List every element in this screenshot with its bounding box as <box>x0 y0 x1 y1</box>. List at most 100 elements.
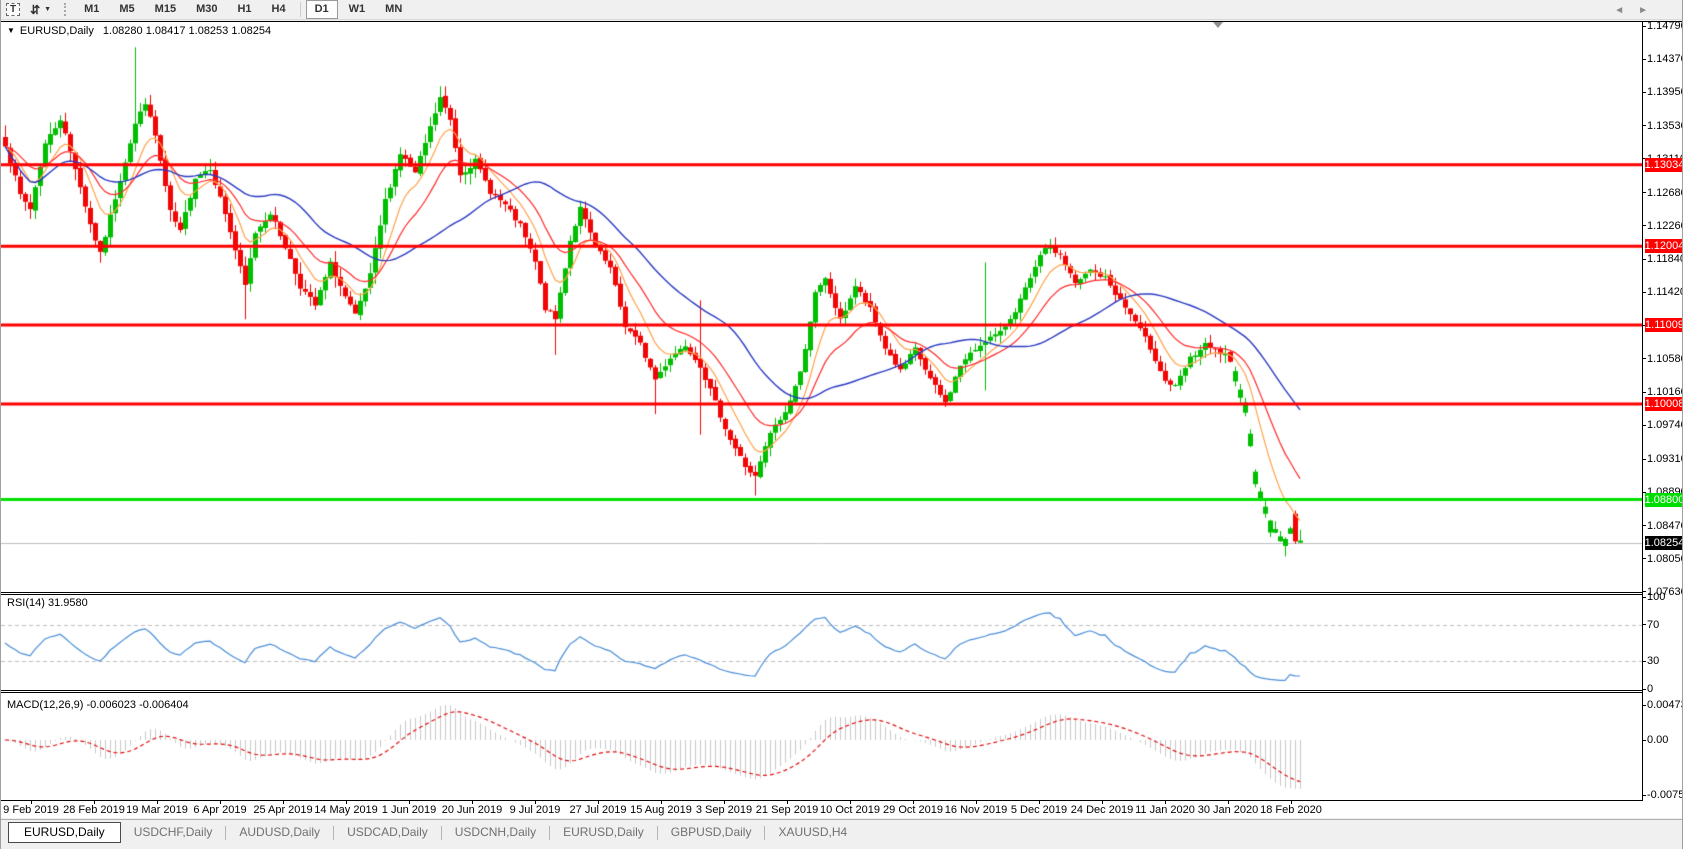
price-axis-tick <box>1642 26 1646 27</box>
price-axis-label: 1.11420 <box>1647 286 1683 299</box>
price-level-tag: 1.08800 <box>1644 492 1683 507</box>
chart-tab-usdcnh-daily[interactable]: USDCNH,Daily <box>454 825 537 839</box>
price-axis-tick <box>1642 125 1646 126</box>
collapse-caret-icon[interactable]: ▼ <box>7 26 15 35</box>
timeframe-button-mn[interactable]: MN <box>385 3 403 15</box>
chart-tab-gbpusd-daily[interactable]: GBPUSD,Daily <box>670 825 752 839</box>
date-axis-tick <box>409 800 410 804</box>
tab-scroll-right-icon[interactable]: ► <box>1638 5 1662 16</box>
chart-tab-eurusd-daily[interactable]: EURUSD,Daily <box>563 825 644 839</box>
date-axis-tick <box>157 800 158 804</box>
date-axis-label: 11 Jan 2020 <box>1135 804 1195 816</box>
window-bottom-edge <box>1 845 1682 849</box>
price-axis-tick <box>1642 525 1646 526</box>
price-axis-tick <box>1642 59 1646 60</box>
date-axis-tick <box>661 800 662 804</box>
timeframe-button-m15[interactable]: M15 <box>154 3 177 15</box>
price-axis-tick <box>1642 325 1646 326</box>
macd-axis-tick <box>1642 795 1646 796</box>
date-axis-tick <box>598 800 599 804</box>
timeframe-button-h1[interactable]: H1 <box>237 3 252 15</box>
date-axis-tick <box>787 800 788 804</box>
arrow-style-button[interactable]: ⇵ ▼ <box>25 1 56 19</box>
price-axis-label: 1.12260 <box>1647 219 1683 232</box>
date-axis-label: 9 Jul 2019 <box>509 804 561 816</box>
panel-separator[interactable] <box>1 592 1642 595</box>
rsi-panel-canvas[interactable] <box>1 595 1642 690</box>
date-axis-label: 6 Apr 2019 <box>193 804 247 816</box>
rsi-axis-tick <box>1642 624 1646 625</box>
date-axis-tick <box>220 800 221 804</box>
chart-bottom-border <box>1 800 1642 801</box>
price-axis-tick <box>1642 92 1646 93</box>
price-axis-tick <box>1642 192 1646 193</box>
symbol-period-label: EURUSD,Daily <box>19 25 94 37</box>
price-axis-label: 1.13530 <box>1647 119 1683 132</box>
text-tool-icon: T <box>6 3 21 16</box>
price-axis-tick <box>1642 225 1646 226</box>
date-axis-label: 3 Sep 2019 <box>695 804 753 816</box>
macd-axis-label: 0.00 <box>1647 734 1669 746</box>
macd-panel-canvas[interactable] <box>1 693 1642 800</box>
macd-axis-label: -0.007584 <box>1647 789 1682 802</box>
timeframe-button-m30[interactable]: M30 <box>196 3 218 15</box>
chart-tab-xauusd-h4[interactable]: XAUUSD,H4 <box>778 825 848 839</box>
price-axis-label: 1.08050 <box>1647 552 1683 565</box>
current-price-tag: 1.08254 <box>1644 535 1683 550</box>
timeframe-button-h4[interactable]: H4 <box>271 3 286 15</box>
tab-scroll-left-icon[interactable]: ◄ <box>1614 5 1639 16</box>
tab-divider <box>333 825 335 840</box>
timeframe-toolbar: M1 M5 M15 M30 H1 H4 D1 W1 MN <box>74 0 412 20</box>
price-axis-tick <box>1642 492 1646 493</box>
date-axis-tick <box>472 800 473 804</box>
timeframe-button-d1[interactable]: D1 <box>305 0 338 19</box>
date-axis-tick <box>1228 800 1229 804</box>
timeframe-button-m1[interactable]: M1 <box>84 3 100 15</box>
chart-tab-usdcad-daily[interactable]: USDCAD,Daily <box>347 825 428 839</box>
date-axis-tick <box>283 800 284 804</box>
price-axis-line <box>1642 21 1643 801</box>
chart-tab-audusd-daily[interactable]: AUDUSD,Daily <box>239 825 321 839</box>
tab-divider <box>764 825 766 840</box>
price-level-tag: 1.12004 <box>1644 239 1683 254</box>
price-axis-label: 1.13950 <box>1647 86 1683 99</box>
price-axis-label: 1.08470 <box>1647 519 1683 532</box>
date-axis-tick <box>724 800 725 804</box>
price-axis-tick <box>1642 591 1646 592</box>
date-axis-tick <box>976 800 977 804</box>
price-axis-tick <box>1642 259 1646 260</box>
tab-divider <box>440 825 442 840</box>
date-axis-label: 24 Dec 2019 <box>1070 804 1134 816</box>
date-axis-tick <box>1039 800 1040 804</box>
rsi-axis-label: 70 <box>1647 618 1660 631</box>
date-axis-tick <box>850 800 851 804</box>
tab-divider <box>549 825 551 840</box>
chart-top-border <box>1 21 1682 22</box>
date-axis-label: 30 Jan 2020 <box>1197 804 1259 816</box>
chart-shift-marker[interactable] <box>1213 22 1223 28</box>
date-axis-tick <box>94 800 95 804</box>
date-axis-label: 28 Feb 2019 <box>63 804 125 816</box>
toolbar-grip[interactable] <box>64 3 68 16</box>
price-chart-canvas[interactable] <box>1 22 1642 592</box>
timeframe-button-w1[interactable]: W1 <box>348 3 366 15</box>
date-axis-label: 1 Jun 2019 <box>381 804 437 816</box>
price-axis-tick <box>1642 358 1646 359</box>
date-axis-tick <box>1102 800 1103 804</box>
panel-separator[interactable] <box>1 690 1642 693</box>
price-axis-label: 1.10160 <box>1647 386 1683 398</box>
date-axis-label: 25 Apr 2019 <box>253 804 313 816</box>
rsi-axis-label: 100 <box>1647 591 1666 603</box>
price-level-tag: 1.10008 <box>1644 397 1683 412</box>
arrow-style-icon: ⇵ <box>30 2 41 17</box>
price-axis-label: 1.12680 <box>1647 186 1683 199</box>
chevron-down-icon[interactable]: ▼ <box>44 6 52 13</box>
timeframe-button-m5[interactable]: M5 <box>119 3 135 15</box>
date-axis-label: 19 Mar 2019 <box>126 804 188 816</box>
price-axis-tick <box>1642 392 1646 393</box>
price-axis-tick <box>1642 292 1646 293</box>
price-axis-tick <box>1642 459 1646 460</box>
text-tool-button[interactable]: T <box>1 1 25 19</box>
chart-tab-eurusd-daily[interactable]: EURUSD,Daily <box>8 822 121 843</box>
chart-tab-usdchf-daily[interactable]: USDCHF,Daily <box>133 825 213 839</box>
